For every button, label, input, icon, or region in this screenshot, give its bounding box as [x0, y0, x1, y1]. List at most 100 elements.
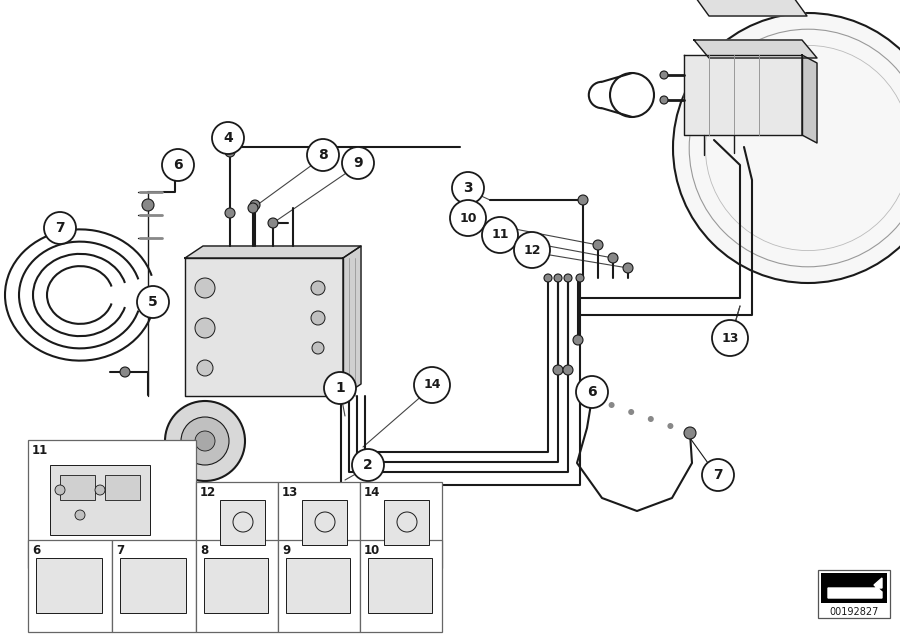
Bar — [821, 573, 887, 603]
Text: 6: 6 — [173, 158, 183, 172]
Circle shape — [212, 122, 244, 154]
Text: 12: 12 — [523, 244, 541, 256]
Circle shape — [450, 200, 486, 236]
Circle shape — [142, 199, 154, 211]
Circle shape — [75, 510, 85, 520]
Text: 11: 11 — [32, 444, 49, 457]
Circle shape — [225, 208, 235, 218]
Polygon shape — [185, 246, 361, 258]
Bar — [360, 540, 442, 632]
Text: 8: 8 — [200, 544, 208, 557]
Bar — [36, 558, 102, 613]
Circle shape — [684, 427, 696, 439]
Text: 7: 7 — [55, 221, 65, 235]
Circle shape — [608, 402, 615, 408]
Circle shape — [687, 430, 693, 436]
Circle shape — [578, 195, 588, 205]
Circle shape — [195, 278, 215, 298]
Bar — [278, 482, 360, 568]
Circle shape — [181, 417, 229, 465]
Polygon shape — [694, 40, 817, 58]
Bar — [384, 500, 429, 545]
Circle shape — [564, 274, 572, 282]
Text: 13: 13 — [282, 486, 298, 499]
Circle shape — [195, 431, 215, 451]
Circle shape — [648, 416, 653, 422]
Polygon shape — [343, 246, 361, 396]
Text: 9: 9 — [353, 156, 363, 170]
Circle shape — [311, 311, 325, 325]
Circle shape — [268, 218, 278, 228]
Bar — [50, 465, 150, 535]
Text: 10: 10 — [364, 544, 380, 557]
Circle shape — [414, 367, 450, 403]
Circle shape — [225, 147, 235, 157]
Circle shape — [307, 139, 339, 171]
Text: 2: 2 — [363, 458, 373, 472]
Text: 7: 7 — [713, 468, 723, 482]
Text: 1: 1 — [335, 381, 345, 395]
Text: 14: 14 — [423, 378, 441, 392]
Bar — [28, 440, 196, 568]
Circle shape — [482, 217, 518, 253]
Circle shape — [573, 335, 583, 345]
Text: 9: 9 — [282, 544, 290, 557]
Bar — [120, 558, 186, 613]
Circle shape — [554, 274, 562, 282]
Circle shape — [576, 376, 608, 408]
Bar — [818, 570, 890, 618]
Circle shape — [608, 253, 618, 263]
Circle shape — [623, 263, 633, 273]
Text: 6: 6 — [587, 385, 597, 399]
Circle shape — [324, 372, 356, 404]
Bar — [112, 540, 196, 632]
Text: 7: 7 — [116, 544, 124, 557]
Circle shape — [660, 71, 668, 79]
Circle shape — [589, 395, 595, 401]
Polygon shape — [828, 578, 882, 598]
Polygon shape — [696, 0, 807, 16]
Circle shape — [312, 342, 324, 354]
Circle shape — [95, 485, 105, 495]
Circle shape — [576, 274, 584, 282]
Circle shape — [137, 286, 169, 318]
Circle shape — [250, 200, 260, 210]
Circle shape — [553, 365, 563, 375]
Text: 8: 8 — [318, 148, 328, 162]
Circle shape — [593, 240, 603, 250]
Circle shape — [342, 147, 374, 179]
Circle shape — [195, 318, 215, 338]
Circle shape — [165, 401, 245, 481]
Bar — [204, 558, 268, 613]
Circle shape — [55, 485, 65, 495]
Circle shape — [248, 203, 258, 213]
Circle shape — [668, 423, 673, 429]
Circle shape — [514, 232, 550, 268]
Text: 10: 10 — [459, 212, 477, 225]
Bar — [220, 500, 265, 545]
Circle shape — [44, 212, 76, 244]
Text: 00192827: 00192827 — [829, 607, 878, 617]
Bar — [60, 475, 95, 500]
Circle shape — [628, 409, 634, 415]
Bar — [286, 558, 350, 613]
Polygon shape — [684, 55, 802, 135]
Circle shape — [452, 172, 484, 204]
Bar — [278, 540, 360, 632]
Circle shape — [712, 320, 748, 356]
Bar — [302, 500, 347, 545]
Text: 14: 14 — [364, 486, 381, 499]
Circle shape — [702, 459, 734, 491]
Bar — [196, 482, 278, 568]
Text: 6: 6 — [32, 544, 40, 557]
Circle shape — [162, 149, 194, 181]
Circle shape — [660, 96, 668, 104]
Polygon shape — [802, 55, 817, 143]
Circle shape — [563, 365, 573, 375]
Bar — [196, 540, 278, 632]
Text: 13: 13 — [721, 331, 739, 345]
Circle shape — [352, 449, 384, 481]
Circle shape — [586, 387, 598, 399]
Circle shape — [120, 367, 130, 377]
Circle shape — [311, 281, 325, 295]
